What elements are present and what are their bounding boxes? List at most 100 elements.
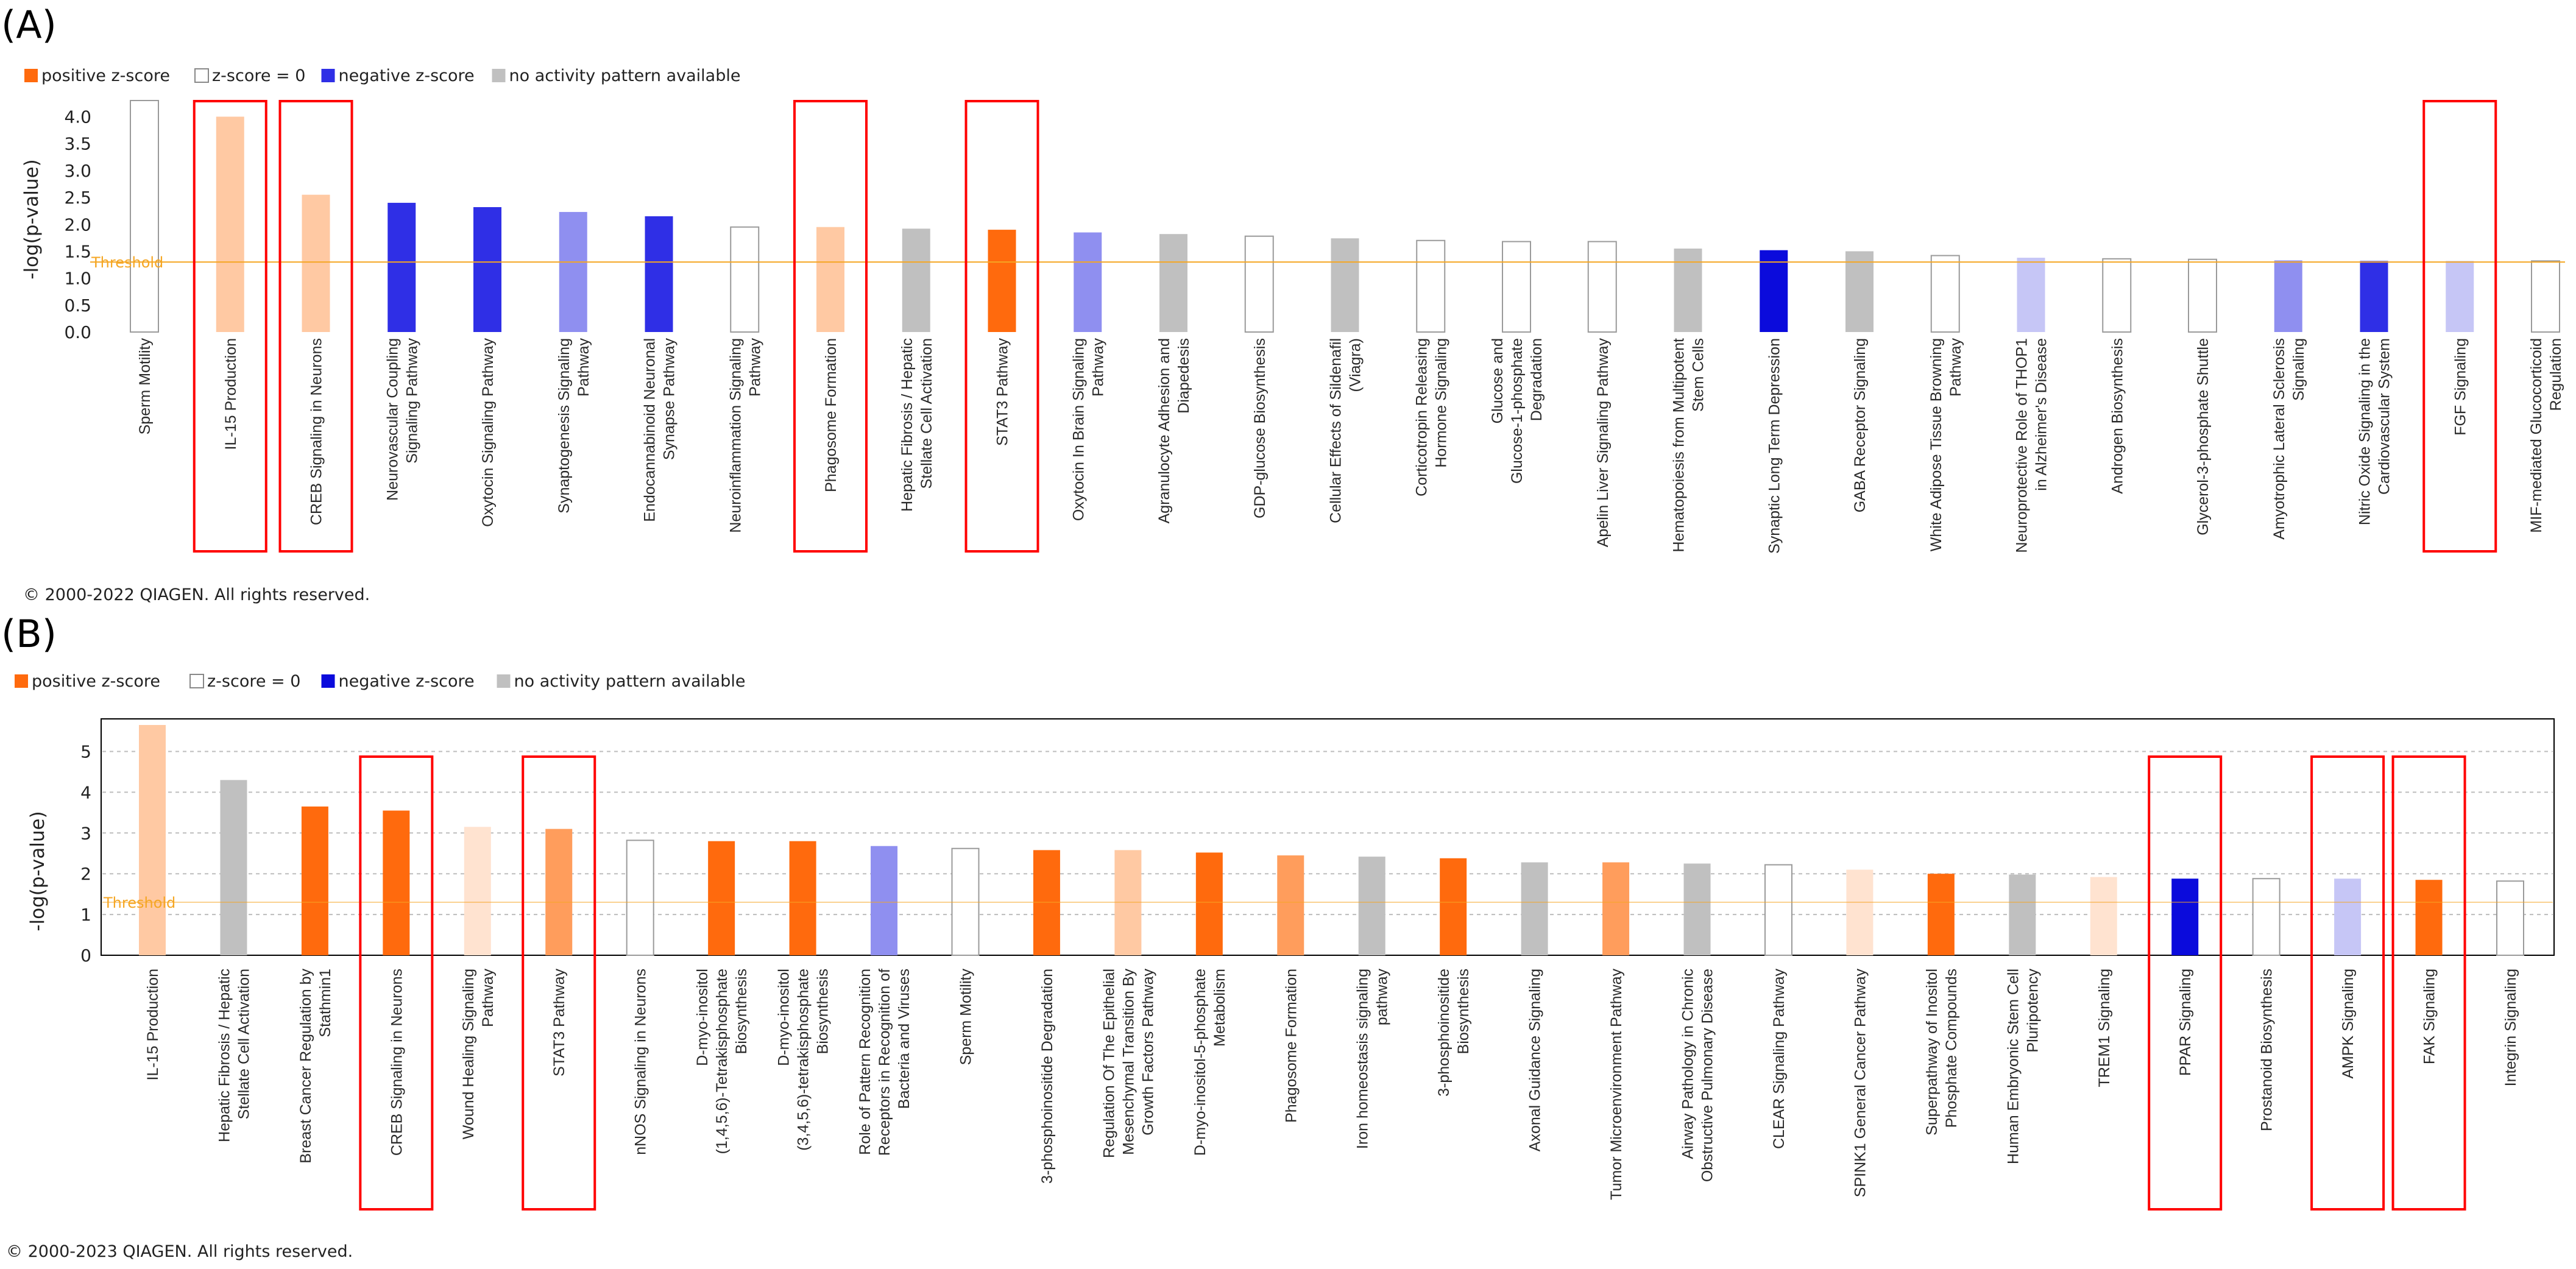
- panel-a-threshold-label: Threshold: [91, 254, 163, 271]
- panel-b-category-label: Role of Pattern Recognition Receptors in …: [857, 969, 913, 1156]
- panel-b-category-label: Sperm Motility: [957, 969, 974, 1066]
- panel-a-category-line: Glycerol-3-phosphate Shuttle: [2195, 338, 2212, 536]
- panel-a-category-label: Oxytocin Signaling Pathway: [479, 338, 497, 527]
- panel-a-category-line: Pathway: [1089, 338, 1106, 397]
- panel-a-legend-swatch: [24, 69, 38, 82]
- panel-a-category-line: GDP-glucose Biosynthesis: [1251, 338, 1269, 518]
- panel-b-category-line: Prostanoid Biosynthesis: [2259, 969, 2276, 1131]
- panel-a-category-line: Corticotropin Releasing: [1413, 338, 1430, 497]
- panel-b-category-label: AMPK Signaling: [2340, 969, 2357, 1079]
- panel-b-category-label: TREM1 Signaling: [2096, 969, 2113, 1087]
- panel-b-category-line: Biosynthesis: [733, 969, 750, 1054]
- panel-b-y-tick-label: 5: [80, 742, 91, 762]
- panel-a-category-line: Pathway: [575, 338, 592, 397]
- panel-a-category-line: Signaling: [2290, 338, 2307, 401]
- panel-a-category-line: Amyotrophic Lateral Sclerosis: [2271, 338, 2288, 540]
- panel-a-category-label: Corticotropin Releasing Hormone Signaling: [1413, 338, 1449, 497]
- panel-b-category-line: Stathmin1: [317, 969, 334, 1037]
- panel-a-category-line: (Viagra): [1347, 338, 1364, 392]
- panel-a-copyright: © 2000-2022 QIAGEN. All rights reserved.: [23, 585, 370, 604]
- panel-a-category-line: STAT3 Pathway: [994, 338, 1011, 446]
- panel-b-legend-swatch: [321, 674, 335, 688]
- panel-a-bar: [1845, 251, 1874, 332]
- panel-a-category-line: Pathway: [1947, 338, 1964, 397]
- panel-b-bar: [708, 841, 735, 955]
- panel-b-category-line: Stellate Cell Activation: [235, 969, 252, 1119]
- panel-a-category-line: IL-15 Production: [222, 338, 239, 450]
- panel-a-category-label: Oxytocin In Brain Signaling Pathway: [1070, 338, 1106, 521]
- panel-a-category-line: FGF Signaling: [2452, 338, 2469, 436]
- panel-b-category-line: Growth Factors Pathway: [1139, 969, 1156, 1136]
- panel-b-category-line: 3-phosphoinositide: [1435, 969, 1453, 1097]
- panel-b-category-line: Phosphate Compounds: [1943, 969, 1960, 1128]
- panel-a-bar: [1416, 239, 1446, 333]
- panel-b-bar: [2496, 880, 2524, 956]
- panel-b-category-label: IL-15 Production: [144, 969, 161, 1080]
- panel-a-category-label: Glucose and Glucose-1-phosphate Degradatio…: [1489, 338, 1545, 484]
- panel-b-category-line: Tumor Microenvironment Pathway: [1608, 969, 1625, 1200]
- panel-b-category-line: Iron homeostasis signaling: [1354, 969, 1371, 1149]
- panel-b-plot-frame: [101, 718, 2555, 956]
- panel-a-highlight-box: [2422, 100, 2497, 553]
- panel-b-category-label: nNOS Signaling in Neurons: [632, 969, 649, 1155]
- panel-a-category-line: Phagosome Formation: [823, 338, 840, 492]
- panel-b-category-label: D-myo-inositol-5-phosphate Metabolism: [1192, 969, 1228, 1156]
- panel-b-threshold-label: Threshold: [103, 894, 175, 911]
- panel-b-category-label: Phagosome Formation: [1283, 969, 1300, 1123]
- panel-a-bar: [2274, 260, 2302, 332]
- panel-a-bar: [730, 226, 760, 333]
- panel-a-highlight-box: [193, 100, 267, 553]
- panel-b-bar: [1764, 864, 1792, 956]
- panel-a-bar: [1930, 255, 1960, 333]
- panel-b-bar: [1114, 850, 1142, 955]
- panel-b-category-line: PPAR Signaling: [2177, 969, 2194, 1076]
- panel-a-y-axis-label: -log(p-value): [21, 159, 43, 279]
- panel-b-category-line: (1,4,5,6)-Tetrakisphosphate: [713, 969, 731, 1154]
- panel-a-bar: [2360, 261, 2388, 332]
- panel-b-category-label: Prostanoid Biosynthesis: [2259, 969, 2276, 1131]
- panel-a-bar: [473, 207, 501, 332]
- panel-a-y-ticks: 0.0 0.5 1.0 1.5 2.0 2.5 3.0 3.5 4.0: [64, 107, 91, 342]
- panel-a-y-tick-label: 3.0: [64, 161, 91, 181]
- panel-a-y-tick-label: 2.0: [64, 214, 91, 235]
- panel-a-category-line: Neuroprotective Role of THOP1: [2014, 338, 2031, 553]
- panel-a-label: (A): [1, 2, 57, 47]
- panel-a-highlight-box: [278, 100, 353, 553]
- panel-b-bar: [1521, 862, 1548, 955]
- panel-b-category-line: Human Embryonic Stem Cell: [2005, 969, 2022, 1164]
- panel-a-bar: [2017, 258, 2045, 332]
- panel-b-bar: [1277, 855, 1304, 955]
- panel-b-category-label: D-myo-inositol (1,4,5,6)-Tetrakisphosphat…: [694, 969, 750, 1154]
- panel-b-highlight-box: [359, 755, 434, 1211]
- panel-a-category-label: Apelin Liver Signaling Pathway: [1594, 338, 1612, 548]
- panel-b-category-line: Obstructive Pulmonary Disease: [1699, 969, 1716, 1182]
- panel-b-category-line: SPINK1 General Cancer Pathway: [1852, 969, 1869, 1198]
- panel-b-legend-label: negative z-score: [339, 672, 475, 691]
- panel-b-category-line: D-myo-inositol-5-phosphate: [1192, 969, 1209, 1156]
- panel-a-category-label: Androgen Biosynthesis: [2109, 338, 2126, 494]
- panel-b-category-line: STAT3 Pathway: [551, 969, 568, 1076]
- panel-b-y-axis-label: -log(p-value): [27, 811, 49, 931]
- panel-b-category-line: Metabolism: [1211, 969, 1228, 1047]
- panel-a-highlight-box: [793, 100, 868, 553]
- panel-b-bar: [871, 846, 898, 955]
- panel-b-bar: [139, 725, 166, 955]
- panel-b-category-line: Regulation Of The Epithelial: [1100, 969, 1117, 1158]
- panel-b-bar: [2171, 878, 2199, 955]
- panel-a-category-line: Hematopoiesis from Multipotent: [1671, 338, 1688, 553]
- panel-a-category-line: Stem Cells: [1690, 338, 1707, 412]
- panel-a-category-line: Cellular Effects of Sildenafil: [1328, 338, 1345, 523]
- panel-a-legend-label: no activity pattern available: [509, 66, 741, 85]
- panel-b-legend: positive z-score z-score = 0 negative z-sc…: [15, 672, 745, 691]
- panel-b-bar: [1195, 852, 1223, 955]
- panel-a-category-label: Agranulocyte Adhesion and Diapedesis: [1156, 338, 1192, 523]
- panel-b-highlight-box: [2391, 755, 2466, 1211]
- panel-b-category-label: Axonal Guidance Signaling: [1527, 969, 1544, 1151]
- panel-b-category-line: (3,4,5,6)-tetrakisphosphate: [795, 969, 812, 1151]
- panel-a-category-label: STAT3 Pathway: [994, 338, 1011, 446]
- panel-a-bar: [2531, 260, 2560, 333]
- panel-b-category-label: FAK Signaling: [2421, 969, 2438, 1064]
- panel-b-category-line: Biosynthesis: [815, 969, 832, 1054]
- panel-b-category-line: Biosynthesis: [1455, 969, 1472, 1054]
- panel-a-y-tick-label: 4.0: [64, 107, 91, 127]
